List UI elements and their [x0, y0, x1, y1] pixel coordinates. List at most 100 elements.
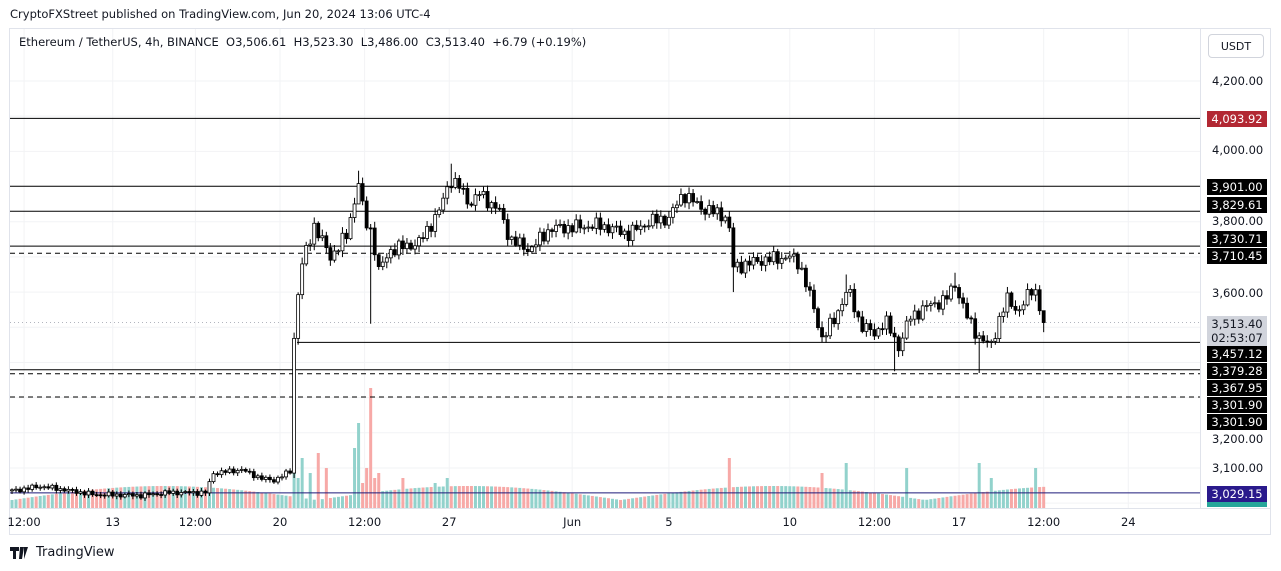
- time-tick-label: 5: [665, 515, 673, 529]
- volume-bar: [216, 488, 220, 508]
- candle-up: [300, 263, 305, 296]
- candle-down: [159, 494, 164, 496]
- volume-bar: [921, 499, 925, 508]
- volume-bar: [385, 490, 389, 508]
- candle-down: [985, 340, 990, 343]
- candle-down: [409, 242, 413, 250]
- candle-up: [566, 225, 571, 234]
- volume-bar: [844, 463, 848, 508]
- candle-up: [235, 470, 240, 474]
- candle-up: [586, 226, 591, 229]
- candle-up: [348, 217, 353, 240]
- candle-up: [650, 213, 655, 227]
- volume-bar: [973, 493, 977, 508]
- candle-down: [795, 253, 800, 270]
- candle-down: [513, 236, 518, 246]
- volume-bar: [913, 498, 917, 508]
- candle-up: [384, 257, 389, 263]
- candle-up: [630, 224, 635, 242]
- volume-bar: [747, 486, 751, 508]
- candle-down: [247, 470, 252, 473]
- volume-bar: [95, 489, 99, 508]
- volume-bar: [353, 448, 357, 508]
- candle-up: [163, 490, 168, 496]
- level-price-label: 3,301.90: [1207, 397, 1267, 413]
- candle-up: [900, 337, 905, 352]
- candle-down: [1009, 292, 1014, 307]
- volume-bar: [1034, 468, 1038, 508]
- volume-bar: [868, 492, 872, 508]
- candle-up: [666, 216, 671, 226]
- volume-bar: [272, 494, 276, 508]
- candle-down: [953, 285, 957, 288]
- brand-name: TradingView: [36, 545, 115, 560]
- volume-bar: [79, 490, 83, 508]
- candle-down: [888, 315, 893, 334]
- volume-bar: [752, 486, 756, 508]
- volume-bar: [486, 486, 490, 508]
- candle-up: [622, 230, 627, 235]
- volume-bar: [687, 490, 691, 508]
- candle-up: [824, 335, 828, 338]
- volume-bar: [985, 491, 989, 508]
- candle-down: [465, 187, 470, 205]
- volume-bar: [707, 488, 711, 508]
- candle-down: [259, 475, 264, 480]
- candle-up: [687, 193, 691, 204]
- volume-bar: [252, 491, 256, 508]
- volume-bar: [1018, 488, 1021, 508]
- candle-down: [550, 229, 554, 232]
- candle-up: [908, 318, 913, 322]
- volume-bar: [421, 487, 425, 508]
- volume-bar: [1001, 489, 1005, 508]
- candle-up: [30, 484, 35, 490]
- volume-bar: [469, 486, 473, 508]
- candle-up: [304, 245, 309, 265]
- candle-up: [308, 243, 313, 246]
- volume-bar: [957, 495, 961, 508]
- price-tick-label: 4,000.00: [1212, 143, 1264, 157]
- candle-up: [997, 316, 1002, 339]
- time-tick-label: 24: [1120, 515, 1136, 529]
- volume-bar: [457, 486, 461, 508]
- candle-up: [58, 488, 63, 491]
- volume-bar: [610, 498, 614, 508]
- volume-bar: [623, 499, 627, 508]
- volume-bar: [155, 486, 159, 508]
- candle-up: [1025, 289, 1030, 306]
- volume-bar: [288, 496, 292, 508]
- candle-up: [191, 491, 196, 494]
- volume-bar: [449, 486, 453, 508]
- candle-up: [42, 486, 47, 489]
- volume-bar: [538, 489, 542, 508]
- volume-bar: [42, 495, 46, 508]
- volume-bar: [550, 490, 554, 508]
- volume-bar: [397, 489, 401, 508]
- volume-bar: [522, 488, 526, 508]
- volume-bar: [473, 486, 477, 508]
- volume-bar: [405, 488, 409, 508]
- level-price-label: 3,829.61: [1207, 197, 1267, 213]
- candle-up: [219, 470, 224, 476]
- currency-button[interactable]: USDT: [1208, 34, 1264, 58]
- volume-bar: [977, 463, 981, 508]
- candle-up: [799, 267, 804, 270]
- volume-bar: [804, 486, 808, 508]
- candle-down: [344, 232, 349, 240]
- candle-down: [203, 490, 208, 494]
- volume-bar: [852, 490, 856, 508]
- volume-bar: [280, 495, 284, 508]
- volume-bar: [679, 491, 683, 508]
- tradingview-logo[interactable]: TradingView: [10, 545, 115, 560]
- candle-down: [74, 489, 79, 494]
- volume-bar: [70, 491, 74, 508]
- candle-down: [54, 484, 59, 491]
- candle-down: [26, 487, 31, 490]
- time-tick-label: 12:00: [1027, 515, 1061, 529]
- volume-bar: [502, 486, 506, 508]
- volume-bar: [558, 491, 562, 508]
- candle-down: [892, 332, 897, 338]
- candle-up: [876, 328, 881, 337]
- candle-down: [421, 237, 425, 240]
